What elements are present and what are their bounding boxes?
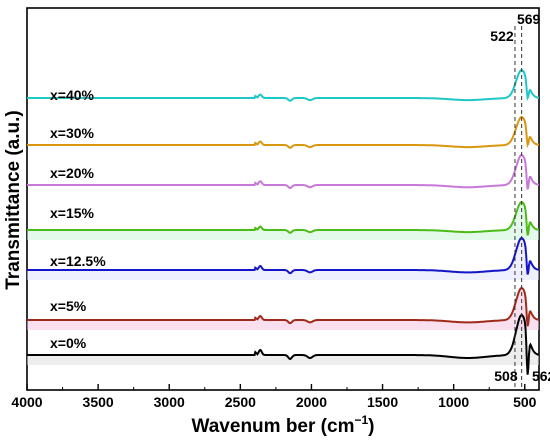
series-line <box>27 69 540 102</box>
x-axis-title: Wavenum ber (cm−1) <box>192 413 375 437</box>
series-shade <box>27 315 539 375</box>
x-tick-label: 2500 <box>225 394 256 410</box>
plot-frame <box>26 7 540 391</box>
series-shade <box>27 288 539 330</box>
series-label: x=30% <box>50 125 95 141</box>
series-label: x=15% <box>50 205 95 221</box>
x-tick-label: 4000 <box>11 394 42 410</box>
peak-annotation: 508 <box>494 368 518 384</box>
peak-annotation: 562 <box>532 368 550 384</box>
x-tick-label: 1000 <box>438 394 469 410</box>
series-line <box>27 116 540 149</box>
series-label: x=12.5% <box>50 253 106 269</box>
x-tick-label: 500 <box>513 394 537 410</box>
x-tick-label: 1500 <box>367 394 398 410</box>
peak-annotation: 569 <box>517 11 541 27</box>
series-label: x=0% <box>50 335 87 351</box>
peak-annotation: 522 <box>490 28 514 44</box>
series-line <box>27 287 540 327</box>
series-line <box>27 201 540 236</box>
series-shade <box>27 238 539 280</box>
x-tick-label: 2000 <box>296 394 327 410</box>
series-line <box>27 237 540 275</box>
series-line <box>27 154 540 190</box>
y-axis-title: Transmittance (a.u.) <box>3 110 24 290</box>
series-shade <box>27 202 539 240</box>
series-label: x=20% <box>50 165 95 181</box>
series-line <box>27 314 540 375</box>
series-label: x=40% <box>50 87 95 103</box>
x-tick-label: 3000 <box>154 394 185 410</box>
x-tick-label: 3500 <box>83 394 114 410</box>
series-label: x=5% <box>50 298 87 314</box>
